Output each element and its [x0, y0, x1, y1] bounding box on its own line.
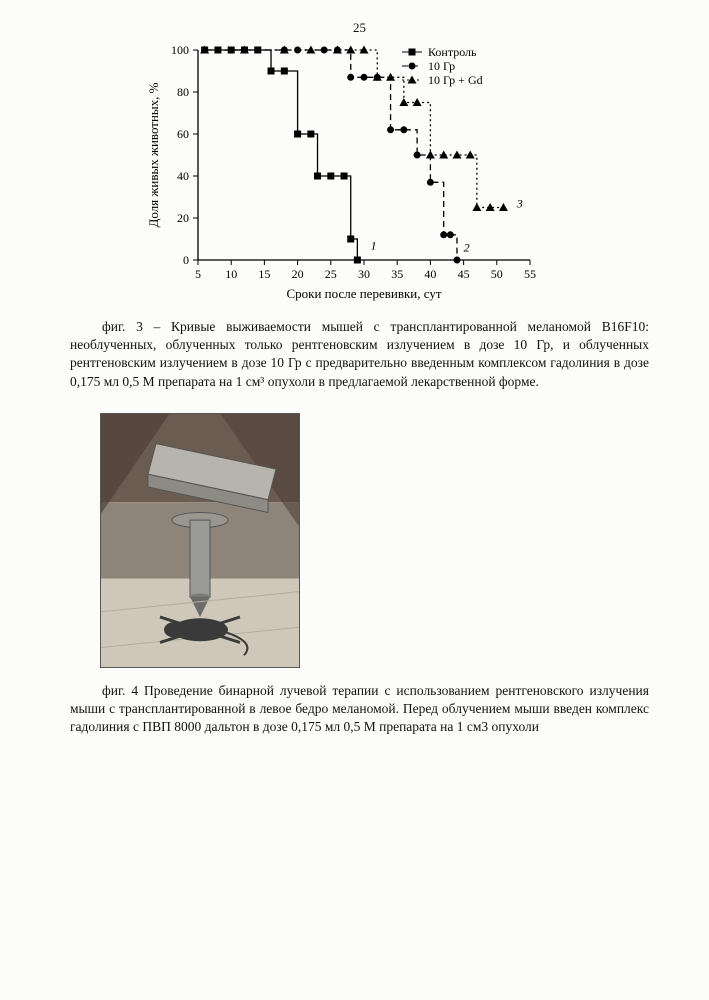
svg-text:10: 10	[225, 267, 237, 281]
svg-text:Сроки после перевивки, сут: Сроки после перевивки, сут	[286, 286, 441, 301]
svg-text:25: 25	[325, 267, 337, 281]
svg-text:3: 3	[516, 197, 523, 211]
svg-text:55: 55	[524, 267, 536, 281]
caption-fig3: фиг. 3 – Кривые выживаемости мышей с тра…	[70, 318, 649, 391]
svg-text:50: 50	[491, 267, 503, 281]
page: 25 0 20 40 60 80 100 5 10 15 20 25 30 35 40 45 50 55 Срок…	[0, 0, 709, 1000]
svg-text:35: 35	[391, 267, 403, 281]
svg-text:15: 15	[258, 267, 270, 281]
experiment-photo	[100, 413, 649, 668]
svg-text:1: 1	[371, 239, 377, 253]
svg-text:5: 5	[195, 267, 201, 281]
svg-text:30: 30	[358, 267, 370, 281]
svg-text:60: 60	[177, 127, 189, 141]
photo-svg	[100, 413, 300, 668]
caption-fig3-text: фиг. 3 – Кривые выживаемости мышей с тра…	[70, 319, 649, 389]
svg-text:80: 80	[177, 85, 189, 99]
svg-text:10 Гр: 10 Гр	[428, 59, 455, 73]
svg-text:40: 40	[177, 169, 189, 183]
caption-fig4-text: фиг. 4 Проведение бинарной лучевой терап…	[70, 683, 649, 734]
caption-fig4: фиг. 4 Проведение бинарной лучевой терап…	[70, 682, 649, 737]
svg-text:20: 20	[292, 267, 304, 281]
svg-text:45: 45	[458, 267, 470, 281]
svg-text:100: 100	[171, 44, 189, 57]
svg-text:Доля живых животных, %: Доля живых животных, %	[146, 82, 161, 227]
svg-text:40: 40	[424, 267, 436, 281]
page-number: 25	[70, 20, 649, 36]
chart-svg: 0 20 40 60 80 100 5 10 15 20 25 30 35 40 45 50 55 Сроки п…	[140, 44, 540, 304]
svg-text:2: 2	[464, 241, 470, 255]
svg-text:0: 0	[183, 253, 189, 267]
svg-text:10 Гр + Gd: 10 Гр + Gd	[428, 73, 483, 87]
survival-chart: 0 20 40 60 80 100 5 10 15 20 25 30 35 40 45 50 55 Сроки п…	[140, 44, 540, 304]
svg-text:20: 20	[177, 211, 189, 225]
svg-text:Контроль: Контроль	[428, 45, 477, 59]
